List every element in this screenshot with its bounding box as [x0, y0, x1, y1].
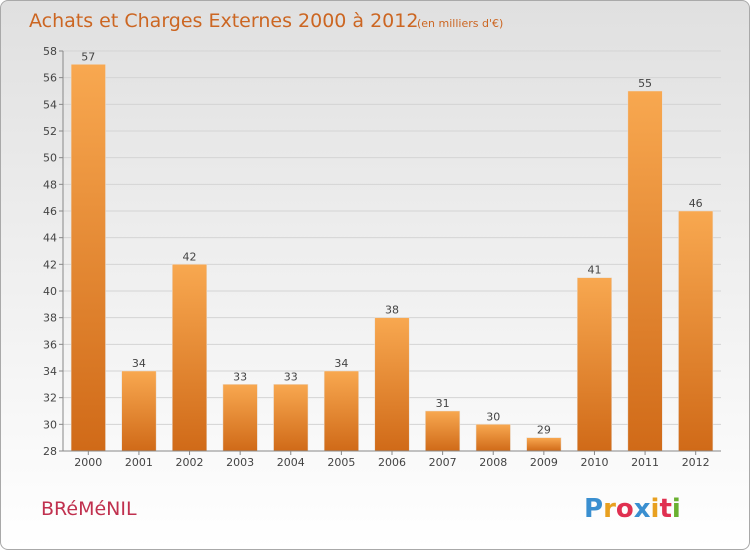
value-label-2012: 46 [689, 197, 703, 210]
value-label-2009: 29 [537, 424, 551, 437]
proxiti-logo: Proxiti [584, 494, 681, 524]
y-tick-label: 34 [43, 365, 57, 378]
value-label-2010: 41 [587, 264, 601, 277]
chart-title: Achats et Charges Externes 2000 à 2012 [29, 10, 418, 32]
value-label-2004: 33 [284, 370, 298, 383]
bar-2002 [172, 264, 207, 452]
x-tick-label-2009: 2009 [530, 456, 558, 469]
bar-2010 [577, 277, 612, 452]
logo-letter: i [672, 494, 681, 524]
x-tick-label-2006: 2006 [378, 456, 406, 469]
bar-2006 [374, 317, 410, 452]
bars: 57 34 42 33 33 34 38 31 30 29 41 55 46 [70, 50, 714, 452]
x-tick-label-2000: 2000 [74, 456, 102, 469]
x-tick-label-2004: 2004 [277, 456, 305, 469]
logo-letter: t [659, 494, 671, 524]
bar-2000 [70, 64, 106, 452]
bar-2001 [121, 370, 157, 452]
bar-2011 [627, 90, 663, 452]
value-label-2003: 33 [233, 370, 247, 383]
y-tick-label: 44 [43, 232, 57, 245]
x-tick-label-2005: 2005 [327, 456, 355, 469]
bar-2008 [475, 424, 511, 452]
x-tick-label-2008: 2008 [479, 456, 507, 469]
y-tick-label: 52 [43, 125, 57, 138]
logo-letter: r [603, 494, 616, 524]
bar-2004 [273, 384, 309, 452]
bar-2009 [526, 437, 562, 452]
x-tick-label-2011: 2011 [631, 456, 659, 469]
y-tick-label: 58 [43, 45, 57, 58]
y-tick-label: 56 [43, 72, 57, 85]
y-tick-label: 40 [43, 285, 57, 298]
x-tick-label-2007: 2007 [429, 456, 457, 469]
logo-letter: P [584, 494, 603, 524]
x-tick-label-2002: 2002 [176, 456, 204, 469]
value-label-2002: 42 [183, 250, 197, 263]
y-tick-label: 28 [43, 445, 57, 458]
y-tick-label: 38 [43, 312, 57, 325]
y-tick-label: 30 [43, 418, 57, 431]
y-tick-label: 50 [43, 152, 57, 165]
value-label-2011: 55 [638, 77, 652, 90]
bar-2007 [425, 410, 461, 452]
value-label-2008: 30 [486, 410, 500, 423]
logo-letter: i [651, 494, 660, 524]
y-tick-label: 48 [43, 178, 57, 191]
bar-2012 [678, 210, 714, 452]
value-label-2007: 31 [436, 397, 450, 410]
bar-2003 [222, 384, 258, 452]
x-tick-label-2010: 2010 [580, 456, 608, 469]
axes: 28 30 32 34 36 38 40 42 44 46 48 50 52 54 56 58 2000 2001… [43, 45, 721, 469]
y-tick-label: 32 [43, 392, 57, 405]
value-label-2001: 34 [132, 357, 146, 370]
logo-letter: o [616, 494, 634, 524]
chart-subtitle: (en milliers d'€) [417, 17, 503, 30]
y-tick-label: 46 [43, 205, 57, 218]
y-tick-label: 54 [43, 98, 57, 111]
value-label-2006: 38 [385, 304, 399, 317]
value-label-2000: 57 [81, 50, 95, 63]
commune-name: BRéMéNIL [41, 498, 137, 520]
bar-2005 [323, 370, 359, 452]
x-tick-label-2003: 2003 [226, 456, 254, 469]
x-tick-label-2012: 2012 [682, 456, 710, 469]
x-tick-label-2001: 2001 [125, 456, 153, 469]
logo-letter: x [634, 494, 651, 524]
y-tick-label: 42 [43, 258, 57, 271]
value-label-2005: 34 [334, 357, 348, 370]
y-tick-label: 36 [43, 338, 57, 351]
